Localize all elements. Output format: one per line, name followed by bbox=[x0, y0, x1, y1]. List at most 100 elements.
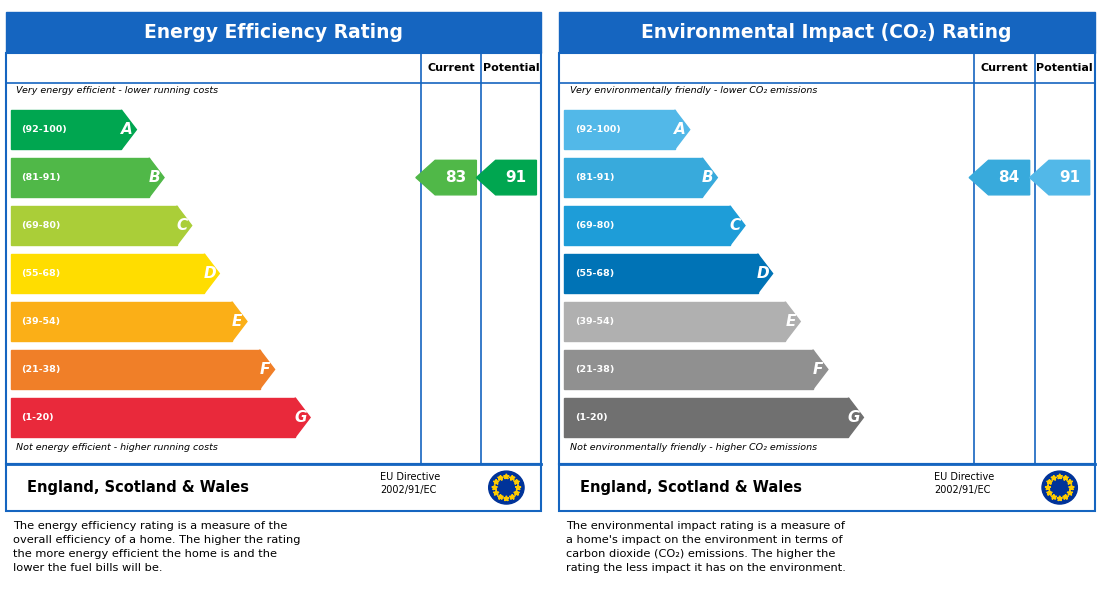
Text: E: E bbox=[785, 314, 795, 329]
Polygon shape bbox=[232, 302, 248, 341]
Polygon shape bbox=[674, 110, 690, 149]
Bar bbox=[11, 206, 177, 245]
Polygon shape bbox=[497, 476, 504, 480]
Text: B: B bbox=[148, 170, 161, 185]
Polygon shape bbox=[1063, 476, 1068, 480]
Polygon shape bbox=[121, 110, 136, 149]
Text: (69-80): (69-80) bbox=[22, 221, 61, 230]
Polygon shape bbox=[504, 474, 509, 479]
Polygon shape bbox=[494, 490, 499, 495]
Polygon shape bbox=[1045, 485, 1050, 490]
Polygon shape bbox=[758, 254, 772, 293]
Bar bbox=[6, 53, 541, 464]
Bar bbox=[564, 206, 730, 245]
Text: A: A bbox=[674, 122, 685, 137]
Text: (1-20): (1-20) bbox=[22, 413, 54, 422]
Text: 91: 91 bbox=[1059, 170, 1080, 185]
Text: (92-100): (92-100) bbox=[575, 125, 620, 134]
Polygon shape bbox=[1057, 474, 1063, 479]
Polygon shape bbox=[509, 476, 515, 480]
Text: Current: Current bbox=[980, 63, 1028, 73]
Text: B: B bbox=[702, 170, 714, 185]
Polygon shape bbox=[785, 302, 801, 341]
Text: C: C bbox=[176, 218, 188, 233]
Bar bbox=[564, 254, 758, 293]
Text: (55-68): (55-68) bbox=[575, 269, 614, 278]
Polygon shape bbox=[492, 485, 497, 490]
Circle shape bbox=[488, 471, 524, 504]
Polygon shape bbox=[1067, 490, 1072, 495]
Polygon shape bbox=[813, 350, 828, 389]
Polygon shape bbox=[497, 495, 504, 500]
Polygon shape bbox=[416, 160, 476, 195]
Polygon shape bbox=[177, 206, 191, 245]
Text: Very environmentally friendly - lower CO₂ emissions: Very environmentally friendly - lower CO… bbox=[570, 86, 817, 95]
Circle shape bbox=[1042, 471, 1077, 504]
Text: Not environmentally friendly - higher CO₂ emissions: Not environmentally friendly - higher CO… bbox=[570, 443, 816, 452]
Bar bbox=[11, 398, 295, 437]
Text: England, Scotland & Wales: England, Scotland & Wales bbox=[580, 480, 802, 495]
Text: F: F bbox=[813, 362, 823, 377]
Bar bbox=[564, 302, 785, 341]
Bar bbox=[11, 158, 148, 197]
Text: (39-54): (39-54) bbox=[575, 317, 614, 326]
Bar bbox=[559, 464, 1094, 511]
Polygon shape bbox=[260, 350, 275, 389]
Text: 83: 83 bbox=[446, 170, 466, 185]
Polygon shape bbox=[730, 206, 745, 245]
Text: Energy Efficiency Rating: Energy Efficiency Rating bbox=[144, 23, 403, 43]
Bar bbox=[564, 158, 702, 197]
Polygon shape bbox=[1047, 490, 1053, 495]
Bar bbox=[11, 254, 205, 293]
Bar bbox=[559, 53, 1094, 464]
Text: Potential: Potential bbox=[483, 63, 539, 73]
Polygon shape bbox=[205, 254, 219, 293]
Polygon shape bbox=[848, 398, 864, 437]
Polygon shape bbox=[516, 485, 521, 490]
Polygon shape bbox=[1057, 496, 1063, 501]
Text: Environmental Impact (CO₂) Rating: Environmental Impact (CO₂) Rating bbox=[641, 23, 1012, 43]
Bar bbox=[559, 53, 1094, 83]
Polygon shape bbox=[1069, 485, 1075, 490]
Text: Very energy efficient - lower running costs: Very energy efficient - lower running co… bbox=[16, 86, 218, 95]
Bar bbox=[564, 110, 674, 149]
Text: (55-68): (55-68) bbox=[22, 269, 61, 278]
Text: D: D bbox=[204, 266, 216, 281]
Polygon shape bbox=[504, 496, 509, 501]
Text: (21-38): (21-38) bbox=[575, 365, 614, 374]
Bar bbox=[564, 350, 813, 389]
Polygon shape bbox=[1050, 476, 1057, 480]
Text: E: E bbox=[232, 314, 242, 329]
Polygon shape bbox=[702, 158, 717, 197]
Bar bbox=[11, 350, 260, 389]
Polygon shape bbox=[1067, 479, 1072, 484]
Bar bbox=[6, 53, 541, 83]
Polygon shape bbox=[1030, 160, 1090, 195]
Text: 84: 84 bbox=[999, 170, 1020, 185]
Text: EU Directive
2002/91/EC: EU Directive 2002/91/EC bbox=[381, 472, 441, 495]
Text: (1-20): (1-20) bbox=[575, 413, 607, 422]
Polygon shape bbox=[148, 158, 164, 197]
Bar bbox=[564, 398, 848, 437]
Text: 91: 91 bbox=[506, 170, 527, 185]
Text: D: D bbox=[757, 266, 769, 281]
Bar bbox=[6, 464, 541, 511]
Bar bbox=[559, 464, 1094, 511]
Text: Potential: Potential bbox=[1036, 63, 1092, 73]
Text: (81-91): (81-91) bbox=[575, 173, 615, 182]
Bar bbox=[11, 110, 121, 149]
Polygon shape bbox=[509, 495, 515, 500]
Text: (81-91): (81-91) bbox=[22, 173, 62, 182]
Text: F: F bbox=[260, 362, 270, 377]
Bar bbox=[6, 12, 541, 53]
Polygon shape bbox=[514, 479, 519, 484]
Text: EU Directive
2002/91/EC: EU Directive 2002/91/EC bbox=[934, 472, 994, 495]
Bar bbox=[559, 12, 1094, 53]
Text: Not energy efficient - higher running costs: Not energy efficient - higher running co… bbox=[16, 443, 218, 452]
Polygon shape bbox=[514, 490, 519, 495]
Polygon shape bbox=[476, 160, 537, 195]
Text: (69-80): (69-80) bbox=[575, 221, 614, 230]
Text: G: G bbox=[847, 410, 860, 425]
Bar bbox=[11, 302, 232, 341]
Text: G: G bbox=[294, 410, 307, 425]
